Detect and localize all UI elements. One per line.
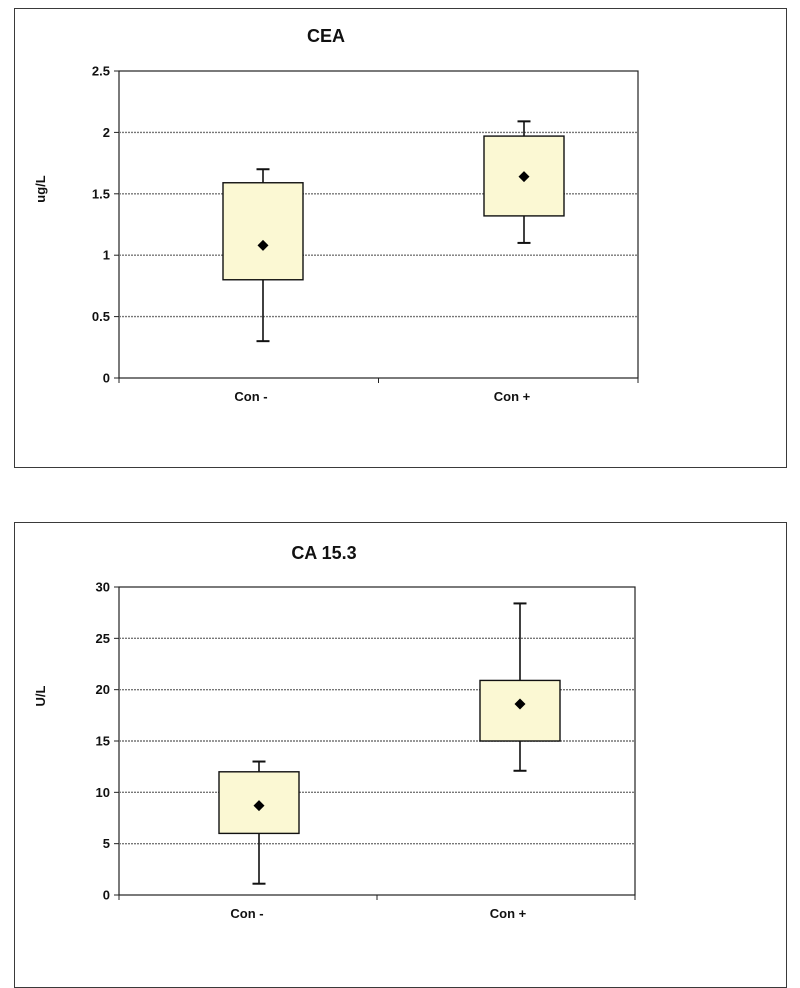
y-tick-label: 15 <box>96 734 110 749</box>
box-1 <box>222 168 304 343</box>
x-category-label: Con + <box>490 906 527 921</box>
mean-marker <box>253 800 265 812</box>
y-axis-label: ug/L <box>33 175 48 202</box>
ca153-chart: CA 15.3 U/L 0 5 10 15 20 25 30 Con - Con + <box>33 543 636 921</box>
y-tick-label: 2.5 <box>92 64 110 79</box>
chart-title: CEA <box>307 26 345 46</box>
plot-area <box>118 70 639 379</box>
iqr-box <box>222 182 304 281</box>
chart-title: CA 15.3 <box>291 543 356 563</box>
box-2 <box>483 120 565 244</box>
y-tick-label: 0 <box>103 888 110 903</box>
x-category-label: Con - <box>230 906 263 921</box>
cea-chart-panel: CEA ug/L 0 0.5 1 1.5 2 2.5 Con - Con + <box>14 8 787 468</box>
y-tick-label: 0.5 <box>92 309 110 324</box>
y-axis-label: U/L <box>33 685 48 706</box>
x-category-label: Con + <box>494 389 531 404</box>
mean-marker <box>514 698 526 710</box>
y-tick-label: 1 <box>103 248 110 263</box>
y-tick-label: 2 <box>103 125 110 140</box>
box-2 <box>479 602 561 772</box>
iqr-box <box>479 679 561 742</box>
y-tick-label: 20 <box>96 682 110 697</box>
mean-marker <box>518 171 530 183</box>
mean-marker <box>257 239 269 251</box>
y-tick-label: 25 <box>96 631 110 646</box>
y-tick-label: 0 <box>103 371 110 386</box>
y-tick-label: 30 <box>96 580 110 595</box>
y-tick-label: 10 <box>96 785 110 800</box>
y-tick-label: 5 <box>103 836 110 851</box>
x-category-label: Con - <box>234 389 267 404</box>
cea-chart: CEA ug/L 0 0.5 1 1.5 2 2.5 Con - Con + <box>33 26 639 404</box>
y-tick-label: 1.5 <box>92 186 110 201</box>
box-1 <box>218 760 300 885</box>
ca153-chart-panel: CA 15.3 U/L 0 5 10 15 20 25 30 Con - Con + <box>14 522 787 988</box>
